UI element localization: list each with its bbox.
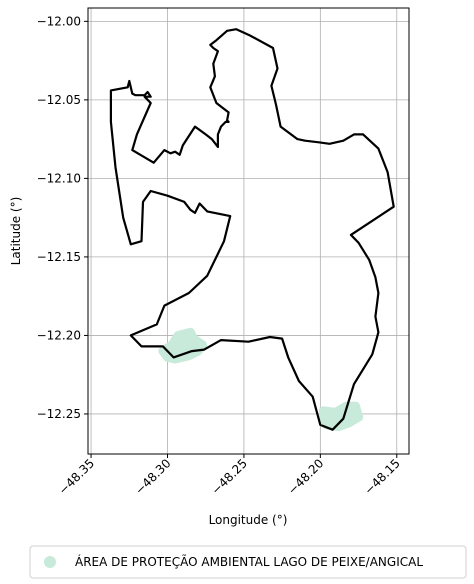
plot-frame: [87, 7, 410, 455]
y-tick-label-2: −12.10: [37, 171, 81, 185]
y-tick-label-3: −12.15: [37, 250, 81, 264]
y-axis-ticks: −12.00 −12.05 −12.10 −12.15 −12.20 −12.25: [37, 14, 88, 421]
y-tick-label-4: −12.20: [37, 328, 81, 342]
y-tick-label-0: −12.00: [37, 14, 81, 28]
boundary-layer: [109, 28, 395, 431]
y-tick-label-5: −12.25: [37, 407, 81, 421]
municipality-boundary: [109, 28, 395, 431]
legend-marker-protected-area: [44, 556, 56, 568]
y-axis-label: Latitude (°): [9, 197, 23, 266]
x-axis-label: Longitude (°): [209, 513, 288, 527]
grid-lines: [88, 8, 409, 454]
legend-label-protected-area: ÁREA DE PROTEÇÃO AMBIENTAL LAGO DE PEIXE…: [75, 554, 423, 569]
y-tick-label-1: −12.05: [37, 93, 81, 107]
legend: ÁREA DE PROTEÇÃO AMBIENTAL LAGO DE PEIXE…: [29, 545, 467, 579]
legend-frame: [29, 545, 467, 579]
protected-area-region-1: [318, 401, 364, 431]
